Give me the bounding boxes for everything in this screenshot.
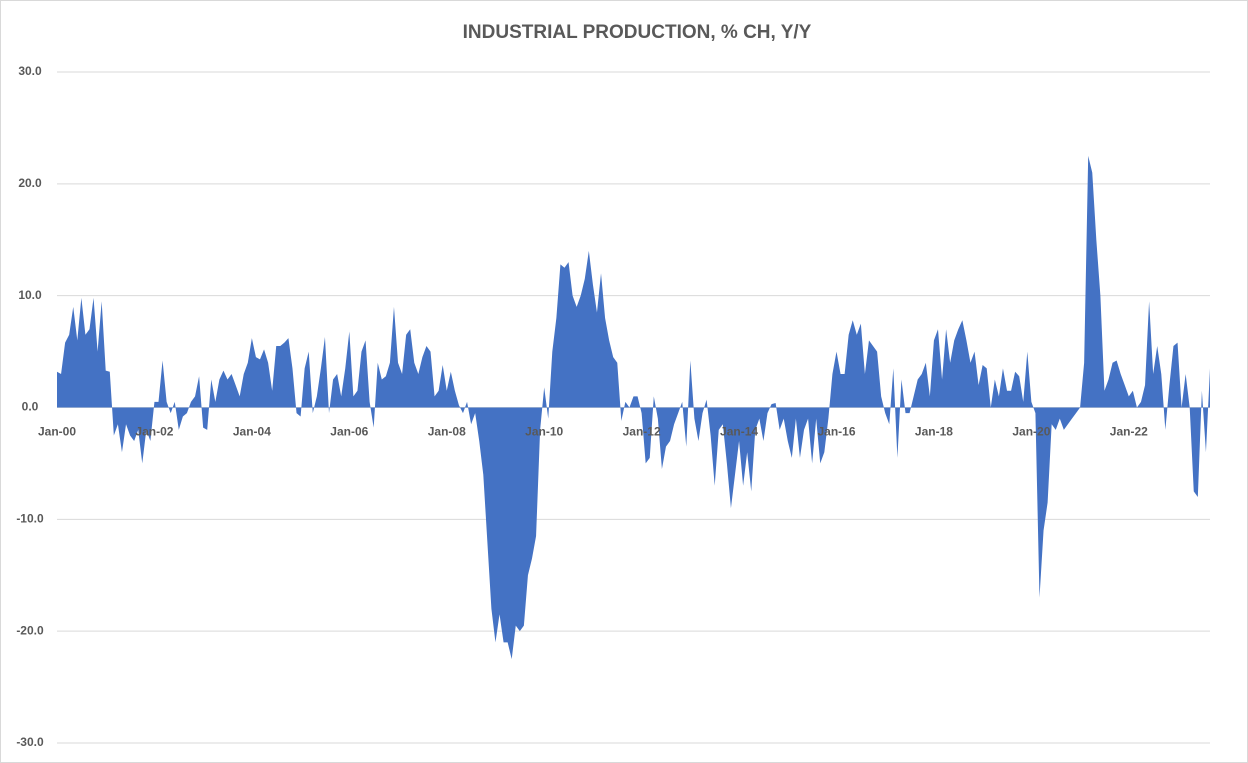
chart-title: INDUSTRIAL PRODUCTION, % CH, Y/Y xyxy=(463,22,812,43)
y-tick-label: 30.0 xyxy=(18,64,42,78)
x-tick-label: Jan-04 xyxy=(233,425,271,439)
x-tick-label: Jan-16 xyxy=(817,425,855,439)
x-tick-label: Jan-14 xyxy=(720,425,758,439)
x-tick-label: Jan-10 xyxy=(525,425,563,439)
y-tick-label: -10.0 xyxy=(16,512,44,526)
y-tick-label: -20.0 xyxy=(16,623,44,637)
x-tick-label: Jan-22 xyxy=(1110,425,1148,439)
y-tick-label: 10.0 xyxy=(18,288,42,302)
y-tick-label: -30.0 xyxy=(16,735,44,749)
y-tick-label: 20.0 xyxy=(18,176,42,190)
x-tick-label: Jan-02 xyxy=(135,425,173,439)
x-tick-label: Jan-18 xyxy=(915,425,953,439)
x-tick-label: Jan-08 xyxy=(428,425,466,439)
y-tick-label: 0.0 xyxy=(22,400,39,414)
x-tick-label: Jan-12 xyxy=(623,425,661,439)
x-tick-label: Jan-20 xyxy=(1012,425,1050,439)
x-tick-label: Jan-00 xyxy=(38,425,76,439)
x-tick-label: Jan-06 xyxy=(330,425,368,439)
